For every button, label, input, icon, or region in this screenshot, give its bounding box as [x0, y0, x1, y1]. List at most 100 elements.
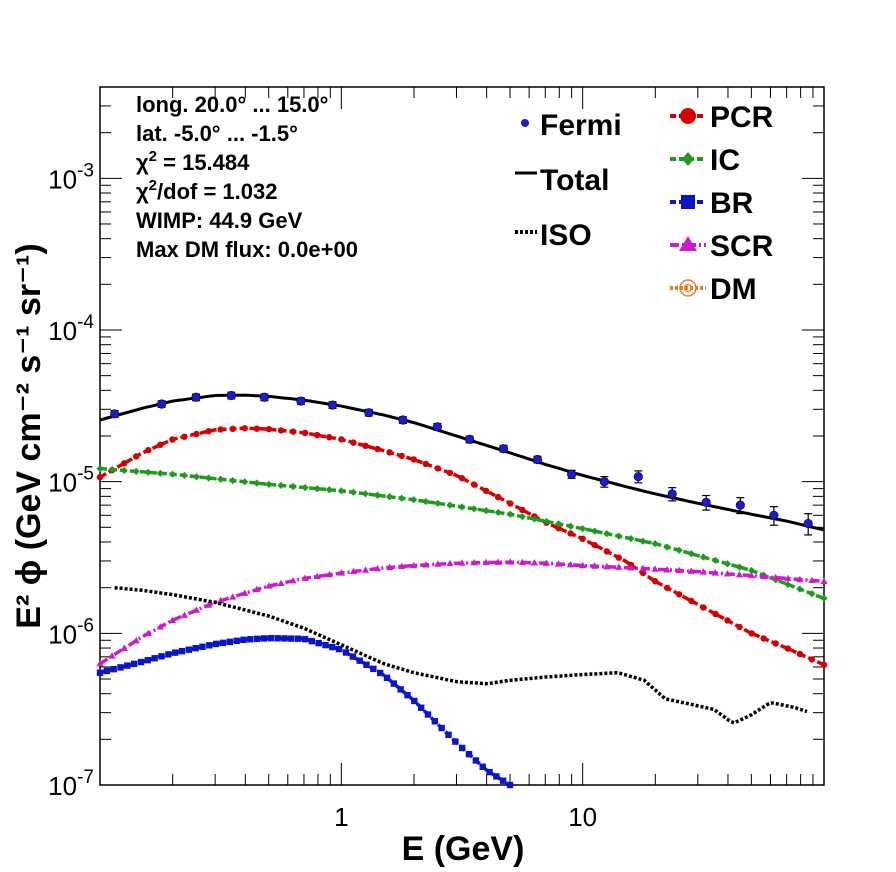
pcr-marker	[96, 474, 104, 481]
scr-marker	[699, 568, 707, 575]
pcr-marker	[434, 465, 442, 472]
scr-marker	[229, 593, 237, 600]
scr-marker	[482, 558, 490, 566]
info-line: Max DM flux: 0.0e+00	[136, 237, 358, 262]
pcr-marker	[120, 460, 128, 467]
ic-marker	[434, 499, 442, 507]
x-axis-label: E (GeV)	[402, 830, 525, 868]
br-marker	[212, 640, 220, 648]
scr-marker	[325, 570, 333, 578]
pcr-marker	[651, 578, 659, 585]
scr-marker	[422, 561, 430, 568]
scr-marker	[687, 567, 695, 574]
ic-marker	[289, 482, 297, 491]
ic-marker	[518, 513, 526, 521]
legend-data-series: Fermi Total ISO	[515, 109, 622, 252]
pcr-marker	[736, 623, 743, 631]
pcr-marker	[301, 429, 309, 437]
fermi-marker	[701, 497, 711, 507]
br-marker	[363, 661, 370, 668]
scr-marker	[265, 582, 273, 589]
pcr-marker	[446, 469, 454, 477]
legend-item-dm: DM	[670, 273, 757, 306]
legend-marker-inner	[683, 283, 693, 293]
pcr-marker	[482, 487, 490, 495]
fermi-marker	[532, 454, 543, 465]
legend-label: PCR	[710, 101, 774, 134]
fermi-point	[296, 396, 306, 406]
pcr-marker	[338, 436, 345, 443]
scr-marker	[711, 569, 719, 576]
pcr-marker	[241, 425, 248, 432]
ic-marker	[554, 520, 563, 528]
ic-marker	[446, 501, 454, 509]
br-marker	[506, 781, 514, 789]
br-marker	[165, 651, 172, 658]
pcr-marker	[157, 441, 164, 449]
ic-marker	[132, 467, 140, 475]
br-marker	[185, 646, 193, 653]
scr-marker	[748, 571, 756, 579]
br-marker	[411, 697, 418, 705]
br-marker	[158, 653, 165, 660]
fermi-point	[498, 444, 509, 454]
br-marker	[130, 660, 138, 668]
fermi-data-points	[110, 390, 813, 536]
fermi-marker	[567, 469, 577, 479]
ic-marker	[482, 507, 490, 515]
iso-series	[114, 585, 808, 725]
pcr-marker	[700, 604, 707, 611]
info-line: χ2/dof = 1.032	[136, 177, 277, 204]
br-marker	[178, 647, 186, 655]
pcr-marker	[386, 449, 393, 456]
ic-marker	[422, 497, 430, 506]
ic-marker	[591, 527, 599, 535]
scr-marker	[373, 564, 382, 572]
ic-marker	[820, 594, 828, 602]
pcr-marker	[362, 442, 369, 450]
ic-marker	[651, 540, 659, 548]
pcr-marker	[181, 433, 188, 440]
ic-marker	[542, 517, 551, 526]
pcr-marker	[495, 493, 502, 501]
legend-label: SCR	[710, 230, 774, 263]
br-marker	[370, 665, 377, 673]
legend-marker	[681, 195, 695, 209]
ic-marker	[349, 488, 357, 496]
scr-marker	[156, 623, 164, 630]
fermi-marker	[667, 489, 677, 499]
br-marker	[281, 635, 288, 642]
br-marker	[390, 680, 398, 687]
scr-marker	[386, 563, 394, 571]
scr-marker	[192, 606, 201, 613]
legend-marker	[680, 108, 696, 124]
pcr-line	[99, 426, 825, 667]
scr-marker	[651, 565, 659, 572]
legend-label: Fermi	[540, 109, 622, 142]
br-marker	[329, 643, 336, 651]
br-marker	[137, 658, 145, 666]
ic-marker	[386, 493, 394, 501]
scr-marker	[446, 559, 454, 567]
info-line: χ2 = 15.484	[136, 148, 250, 175]
br-marker	[458, 744, 466, 752]
fermi-point	[803, 513, 813, 536]
scr-marker	[760, 572, 768, 580]
pcr-marker	[676, 591, 683, 598]
br-marker	[206, 642, 213, 649]
fermi-point	[599, 475, 609, 488]
br-marker	[260, 635, 268, 642]
br-marker	[171, 649, 179, 656]
ic-marker	[313, 485, 321, 493]
ic-marker	[615, 532, 623, 540]
scr-marker	[398, 562, 406, 570]
fermi-point	[432, 422, 442, 432]
br-marker	[335, 645, 343, 653]
br-marker	[124, 662, 131, 669]
pcr-marker	[579, 535, 586, 542]
scr-marker	[772, 573, 780, 581]
scr-marker	[579, 561, 587, 569]
pcr-marker	[374, 445, 381, 453]
scr-marker	[470, 559, 478, 566]
